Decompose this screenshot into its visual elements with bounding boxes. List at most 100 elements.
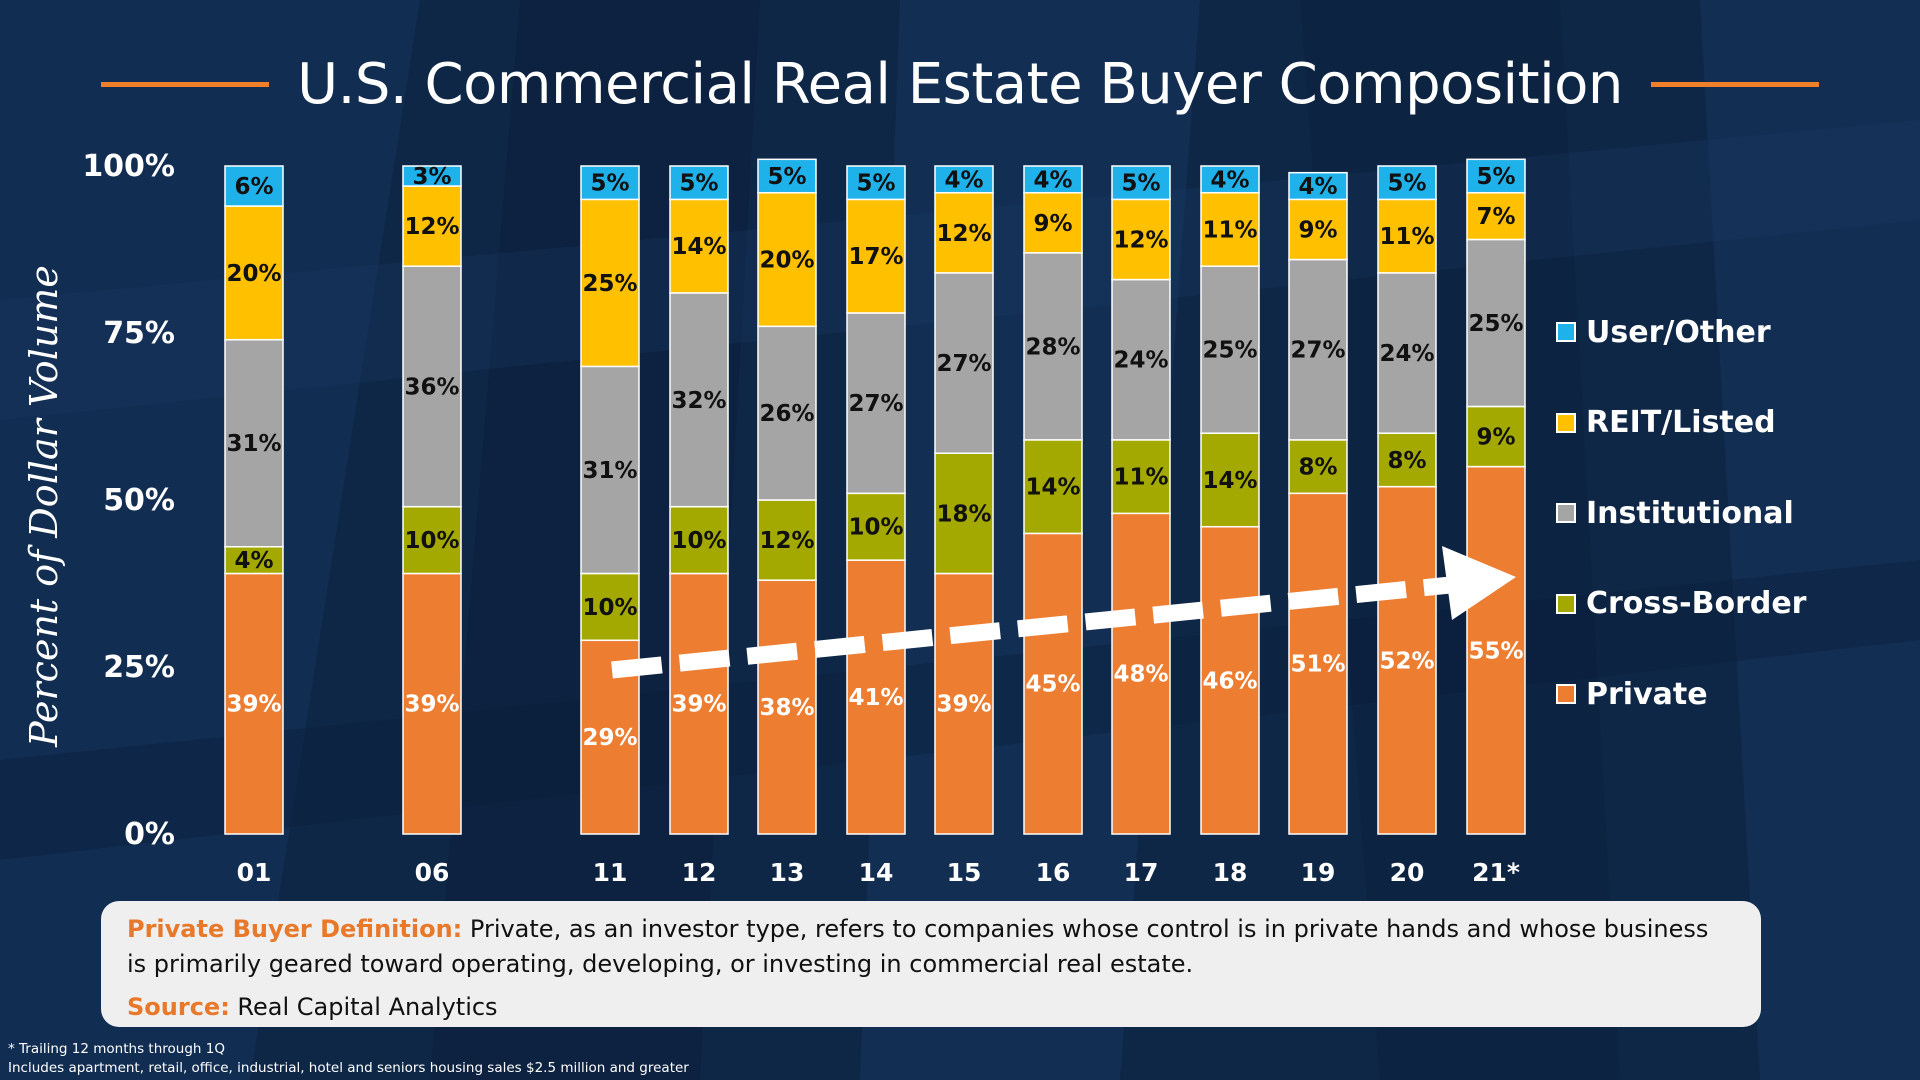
label-private-16: 45% — [1025, 672, 1080, 698]
label-private-21: 55% — [1468, 638, 1523, 664]
bar-user-other-06 — [402, 165, 462, 187]
bar-cross-border-17 — [1111, 439, 1171, 515]
label-institutional-12: 32% — [671, 388, 726, 414]
title-bar: U.S. Commercial Real Estate Buyer Compos… — [0, 44, 1920, 124]
bar-institutional-13 — [757, 325, 817, 501]
label-institutional-19: 27% — [1290, 338, 1345, 364]
legend-swatch-cross-border — [1556, 593, 1576, 614]
footnote-trailing: * Trailing 12 months through 1Q — [8, 1041, 225, 1057]
bar-cross-border-14 — [846, 492, 906, 561]
label-user-other-21: 5% — [1476, 164, 1515, 190]
bar-reit-listed-20 — [1377, 198, 1437, 274]
label-user-other-06: 3% — [412, 164, 451, 190]
label-private-17: 48% — [1113, 662, 1168, 688]
label-institutional-13: 26% — [759, 401, 814, 427]
chart-title: U.S. Commercial Real Estate Buyer Compos… — [297, 51, 1623, 117]
label-reit-listed-19: 9% — [1298, 217, 1337, 243]
legend-label-reit-listed: REIT/Listed — [1586, 405, 1776, 440]
x-tick-13: 13 — [770, 858, 805, 887]
label-private-13: 38% — [759, 695, 814, 721]
bar-institutional-14 — [846, 312, 906, 495]
label-private-06: 39% — [404, 692, 459, 718]
definition-text: Private, as an investor type, refers to … — [127, 915, 1709, 978]
bar-user-other-16 — [1023, 165, 1083, 194]
label-user-other-19: 4% — [1298, 174, 1337, 200]
x-tick-19: 19 — [1301, 858, 1336, 887]
label-private-01: 39% — [226, 692, 281, 718]
label-institutional-14: 27% — [848, 391, 903, 417]
label-reit-listed-21: 7% — [1476, 204, 1515, 230]
label-reit-listed-14: 17% — [848, 244, 903, 270]
source-line: Source: Real Capital Analytics — [127, 990, 1735, 1025]
bar-reit-listed-13 — [757, 191, 817, 328]
label-institutional-17: 24% — [1113, 348, 1168, 374]
label-private-19: 51% — [1290, 652, 1345, 678]
bar-reit-listed-15 — [934, 191, 994, 274]
bar-user-other-12 — [669, 165, 729, 201]
label-cross-border-18: 14% — [1202, 468, 1257, 494]
legend-swatch-user-other — [1556, 322, 1576, 342]
definition-label: Private Buyer Definition: — [127, 915, 463, 943]
label-cross-border-17: 11% — [1113, 465, 1168, 491]
label-user-other-15: 4% — [944, 167, 983, 193]
label-institutional-21: 25% — [1468, 311, 1523, 337]
x-tick-20: 20 — [1390, 858, 1425, 887]
label-user-other-16: 4% — [1033, 167, 1072, 193]
label-institutional-20: 24% — [1379, 341, 1434, 367]
bar-reit-listed-17 — [1111, 198, 1171, 281]
label-private-15: 39% — [936, 692, 991, 718]
bar-user-other-14 — [846, 165, 906, 201]
bar-user-other-11 — [580, 165, 640, 201]
label-private-11: 29% — [582, 725, 637, 751]
x-tick-16: 16 — [1036, 858, 1071, 887]
x-tick-01: 01 — [237, 858, 272, 887]
bar-cross-border-21 — [1466, 405, 1526, 468]
bar-user-other-18 — [1200, 165, 1260, 194]
bar-private-18 — [1200, 525, 1260, 835]
label-cross-border-15: 18% — [936, 501, 991, 527]
legend-label-user-other: User/Other — [1586, 314, 1771, 350]
y-tick-0: 0% — [124, 817, 175, 852]
bar-private-21 — [1466, 465, 1526, 835]
y-tick-100: 100% — [82, 149, 175, 184]
label-user-other-12: 5% — [679, 171, 718, 197]
source-text: Real Capital Analytics — [229, 993, 498, 1021]
trend-arrow-head — [1442, 546, 1516, 620]
bar-private-15 — [934, 572, 994, 835]
bar-cross-border-06 — [402, 505, 462, 575]
bar-institutional-12 — [669, 292, 729, 508]
legend-item-institutional: Institutional — [1556, 493, 1806, 533]
label-reit-listed-06: 12% — [404, 214, 459, 240]
definition-box: Private Buyer Definition: Private, as an… — [101, 901, 1761, 1027]
label-private-12: 39% — [671, 692, 726, 718]
bar-institutional-16 — [1023, 252, 1083, 441]
bar-cross-border-20 — [1377, 432, 1437, 488]
bar-private-19 — [1288, 492, 1348, 835]
bar-institutional-20 — [1377, 272, 1437, 434]
bar-reit-listed-12 — [669, 198, 729, 294]
legend: User/Other REIT/Listed Institutional Cro… — [1556, 312, 1806, 765]
bar-reit-listed-21 — [1466, 191, 1526, 241]
legend-label-institutional: Institutional — [1586, 495, 1794, 531]
label-cross-border-19: 8% — [1298, 455, 1337, 481]
label-private-14: 41% — [848, 685, 903, 711]
legend-item-cross-border: Cross-Border — [1556, 584, 1806, 624]
legend-item-user-other: User/Other — [1556, 312, 1806, 352]
bar-private-06 — [402, 572, 462, 835]
y-tick-75: 75% — [103, 316, 175, 351]
label-reit-listed-16: 9% — [1033, 211, 1072, 237]
x-tick-11: 11 — [593, 858, 628, 887]
bar-user-other-13 — [757, 158, 817, 194]
label-reit-listed-12: 14% — [671, 234, 726, 260]
label-institutional-11: 31% — [582, 458, 637, 484]
bar-reit-listed-18 — [1200, 191, 1260, 267]
label-user-other-01: 6% — [234, 174, 273, 200]
label-institutional-16: 28% — [1025, 334, 1080, 360]
bar-reit-listed-19 — [1288, 198, 1348, 261]
x-tick-14: 14 — [859, 858, 894, 887]
label-reit-listed-15: 12% — [936, 221, 991, 247]
label-user-other-13: 5% — [767, 164, 806, 190]
label-reit-listed-18: 11% — [1202, 217, 1257, 243]
definition-paragraph: Private Buyer Definition: Private, as an… — [127, 912, 1735, 982]
